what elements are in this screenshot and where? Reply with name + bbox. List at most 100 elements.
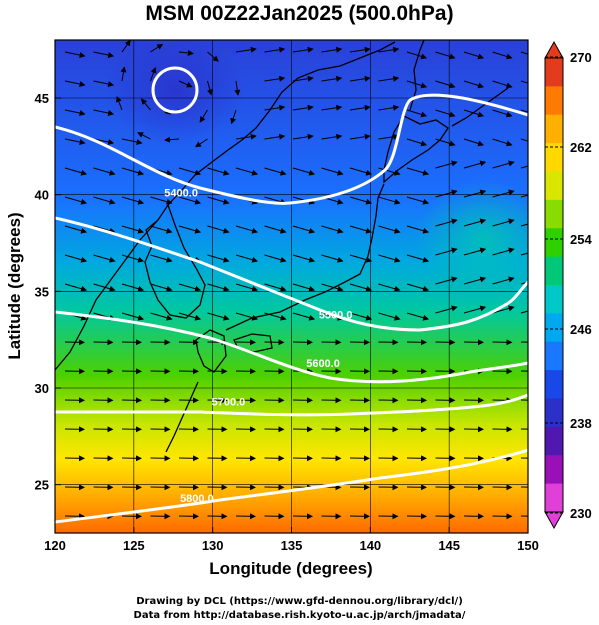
wind-arrow: [64, 109, 86, 116]
wind-arrow: [463, 305, 487, 314]
contour-5500: [55, 216, 528, 332]
wind-arrow: [349, 46, 371, 53]
wind-arrow: [349, 133, 371, 140]
wind-arrow: [349, 167, 373, 176]
wind-arrow: [463, 247, 487, 256]
colorbar-min-arrow: [544, 511, 564, 530]
wind-arrow: [93, 51, 115, 58]
wind-arrow: [378, 283, 401, 292]
y-tick-label: 35: [35, 284, 49, 299]
wind-arrow: [321, 46, 343, 53]
wind-arrow: [93, 80, 115, 87]
contour-5800: [55, 448, 528, 524]
wind-arrow: [520, 165, 528, 169]
wind-arrow: [194, 138, 208, 148]
y-tick-label: 25: [35, 478, 49, 493]
wind-arrow: [207, 225, 230, 234]
wind-arrow: [463, 276, 487, 285]
colorbar-segment: [545, 426, 563, 456]
wind-arrow: [378, 312, 401, 321]
coastline-honshu: [225, 183, 385, 331]
colorbar-segment: [545, 398, 563, 428]
wind-arrow: [264, 312, 287, 321]
wind-arrow: [492, 109, 513, 118]
colorbar: 270 262 254 246 238 230: [544, 40, 592, 530]
x-tick-label: 135: [281, 538, 303, 553]
wind-arrow: [178, 225, 202, 234]
map-plot-area: 5400.0 5500.0 5600.0 5700.0 5800.0 120 125 130…: [35, 39, 539, 553]
cold-core-region: [105, 40, 245, 145]
wind-arrow: [378, 75, 400, 82]
colorbar-segment: [545, 285, 563, 314]
wind-arrow: [463, 218, 487, 227]
wind-arrow: [64, 283, 88, 292]
wind-arrow: [121, 283, 145, 292]
colorbar-segment: [545, 228, 563, 258]
wind-arrow: [492, 138, 513, 147]
x-tick-label: 145: [438, 538, 460, 553]
wind-arrow: [520, 252, 528, 256]
wind-arrow: [264, 167, 287, 176]
warm-patch-region: [415, 180, 528, 300]
y-axis-label: Latitude (degrees): [5, 212, 24, 359]
wind-arrow: [292, 75, 314, 82]
wind-arrow: [463, 80, 485, 89]
wind-arrow: [150, 312, 173, 321]
wind-arrow: [93, 196, 116, 205]
wind-arrow: [292, 133, 314, 140]
wind-arrow: [137, 132, 151, 140]
wind-arrow: [492, 80, 513, 89]
wind-arrow: [435, 109, 456, 118]
coastline-kuril: [451, 87, 509, 127]
wind-arrow: [520, 51, 528, 55]
wind-arrow: [121, 312, 145, 321]
x-tick-label: 130: [202, 538, 224, 553]
wind-arrow: [199, 109, 208, 123]
colorbar-segment: [545, 143, 563, 172]
wind-arrow: [64, 138, 86, 145]
wind-arrow: [406, 80, 428, 89]
wind-arrow: [435, 189, 458, 198]
colorbar-segment: [545, 370, 563, 399]
wind-arrow: [207, 312, 230, 321]
wind-arrow: [321, 283, 344, 292]
wind-arrow: [121, 225, 145, 234]
wind-arrow: [406, 254, 430, 263]
wind-arrow: [349, 196, 373, 205]
wind-arrow: [435, 247, 458, 256]
wind-arrow: [292, 46, 314, 53]
wind-arrow: [321, 225, 344, 234]
wind-arrow: [349, 104, 371, 111]
colorbar-segment: [545, 114, 563, 144]
axis-ticks: 120 125 130 135 140 145 150 25 30 35 40 45: [35, 91, 539, 553]
wind-arrow: [235, 167, 259, 176]
wind-arrow: [378, 104, 400, 111]
colorbar-label: 230: [570, 506, 592, 521]
wind-arrow: [235, 225, 259, 234]
wind-arrow: [435, 80, 456, 89]
wind-arrow: [264, 75, 286, 82]
wind-arrow: [178, 80, 193, 88]
wind-arrow: [321, 104, 343, 111]
wind-arrow: [120, 66, 127, 82]
wind-arrow: [406, 167, 430, 176]
wind-arrow: [64, 225, 88, 234]
wind-arrow: [235, 254, 259, 263]
x-tick-label: 125: [123, 538, 145, 553]
wind-arrow: [207, 196, 230, 205]
wind-arrow: [406, 312, 430, 321]
credit-drawing: Drawing by DCL (https://www.gfd-dennou.o…: [136, 596, 463, 607]
wind-arrow: [321, 75, 343, 82]
colorbar-segment: [545, 341, 563, 371]
wind-arrow: [178, 167, 202, 176]
wind-arrow: [93, 138, 115, 145]
wind-arrow: [492, 218, 515, 227]
wind-arrow: [463, 51, 485, 60]
wind-arrow: [235, 312, 259, 321]
wind-arrow: [292, 312, 316, 321]
x-axis-label: Longitude (degrees): [209, 559, 372, 578]
wind-arrow: [178, 283, 202, 292]
wind-arrow: [349, 225, 373, 234]
wind-arrow: [406, 51, 428, 60]
y-tick-label: 45: [35, 91, 49, 106]
